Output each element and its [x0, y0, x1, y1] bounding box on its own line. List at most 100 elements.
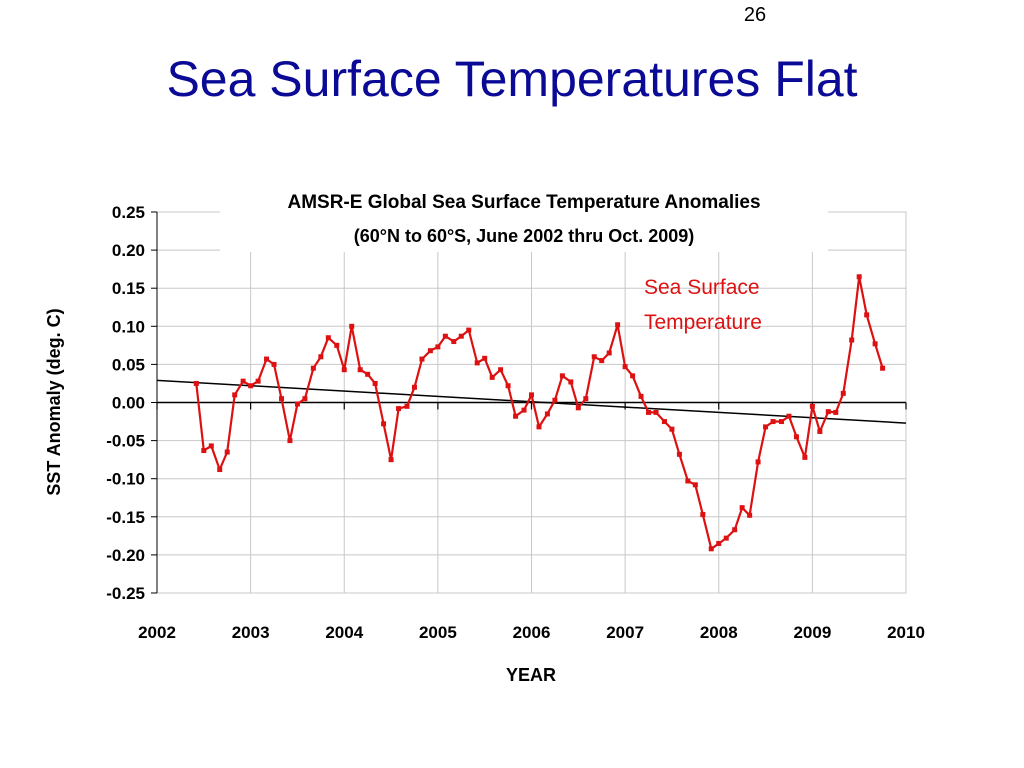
- x-tick-label: 2007: [606, 623, 644, 642]
- x-tick-label: 2008: [700, 623, 738, 642]
- x-tick-label: 2004: [325, 623, 363, 642]
- sst-data-point: [552, 397, 558, 403]
- sst-data-point: [661, 419, 667, 425]
- x-tick-label: 2002: [138, 623, 176, 642]
- x-tick-label: 2003: [232, 623, 270, 642]
- sst-data-point: [232, 392, 238, 398]
- sst-data-point: [310, 365, 316, 371]
- point-layer: [193, 274, 886, 552]
- y-tick-label: -0.10: [106, 470, 145, 489]
- sst-data-point: [498, 367, 504, 373]
- sst-data-point: [201, 448, 207, 454]
- sst-data-point: [739, 505, 745, 511]
- chart-title: AMSR-E Global Sea Surface Temperature An…: [287, 192, 760, 213]
- sst-data-point: [248, 383, 254, 389]
- sst-data-point: [638, 393, 644, 399]
- sst-data-point: [224, 449, 230, 455]
- slide-number: 26: [743, 4, 767, 26]
- x-tick-label: 2010: [887, 623, 925, 642]
- sst-data-point: [396, 406, 402, 412]
- sst-data-point: [193, 380, 199, 386]
- sst-data-point: [653, 409, 659, 415]
- sst-data-point: [474, 360, 480, 366]
- sst-data-point: [334, 342, 340, 348]
- sst-data-point: [825, 409, 831, 415]
- text-layer: AMSR-E Global Sea Surface Temperature An…: [44, 186, 828, 685]
- sst-data-point: [793, 434, 799, 440]
- sst-data-point: [271, 361, 277, 367]
- sst-data-point: [708, 546, 714, 552]
- sst-data-point: [302, 396, 308, 402]
- sst-data-point: [606, 350, 612, 356]
- y-tick-label: 0.10: [112, 317, 145, 336]
- sst-data-point: [747, 512, 753, 518]
- sst-data-point: [318, 354, 324, 360]
- sst-data-point: [802, 454, 808, 460]
- sst-data-point: [505, 383, 511, 389]
- sst-data-point: [630, 373, 636, 379]
- sst-data-point: [536, 424, 542, 430]
- sst-data-point: [466, 327, 472, 333]
- sst-data-point: [770, 419, 776, 425]
- sst-data-point: [622, 364, 628, 370]
- sst-data-point: [442, 333, 448, 339]
- sst-data-point: [341, 367, 347, 373]
- y-tick-label: -0.05: [106, 432, 145, 451]
- sst-data-point: [849, 337, 855, 343]
- y-tick-label: 0.05: [112, 355, 145, 374]
- sst-series-line: [195, 275, 884, 550]
- sst-data-point: [732, 527, 738, 533]
- sst-data-point: [357, 367, 363, 373]
- sst-data-point: [208, 443, 214, 449]
- x-tick-label: 2009: [793, 623, 831, 642]
- annotation-line-2: Temperature: [644, 311, 762, 334]
- sst-data-point: [692, 482, 698, 488]
- sst-data-point: [529, 392, 534, 398]
- sst-data-point: [279, 396, 285, 402]
- sst-data-point: [646, 409, 652, 415]
- sst-data-point: [521, 407, 527, 413]
- annotation-line-1: Sea Surface: [644, 276, 760, 299]
- sst-data-point: [435, 344, 441, 350]
- sst-data-point: [723, 535, 729, 541]
- sst-data-point: [365, 371, 371, 377]
- sst-data-point: [458, 333, 464, 339]
- sst-data-point: [388, 457, 394, 463]
- sst-data-point: [568, 379, 574, 385]
- sst-data-point: [856, 274, 862, 280]
- sst-data-point: [559, 373, 565, 379]
- sst-data-point: [833, 409, 839, 415]
- sst-data-point: [809, 403, 815, 409]
- sst-data-point: [685, 478, 691, 484]
- sst-data-point: [513, 413, 519, 419]
- sst-data-point: [817, 428, 823, 434]
- sst-data-point: [451, 339, 457, 345]
- sst-data-point: [880, 365, 886, 371]
- sst-data-point: [583, 396, 589, 402]
- sst-data-point: [349, 323, 355, 329]
- sst-data-point: [404, 403, 410, 409]
- sst-data-point: [716, 540, 722, 546]
- sst-data-point: [372, 380, 378, 386]
- sst-data-point: [755, 459, 761, 465]
- x-tick-label: 2006: [513, 623, 551, 642]
- x-axis-label: YEAR: [506, 665, 556, 685]
- sst-data-point: [591, 354, 597, 360]
- y-axis-label: SST Anomaly (deg. C): [44, 308, 64, 495]
- sst-data-point: [786, 413, 792, 419]
- sst-data-point: [669, 426, 675, 432]
- sst-data-point: [381, 421, 387, 427]
- sst-data-point: [599, 358, 605, 364]
- sst-data-point: [778, 419, 784, 425]
- y-tick-label: 0.15: [112, 279, 145, 298]
- y-tick-label: 0.00: [112, 394, 145, 413]
- sst-data-point: [419, 356, 425, 362]
- sst-data-point: [411, 384, 417, 390]
- trend-line: [156, 379, 907, 424]
- y-tick-label: -0.20: [106, 546, 145, 565]
- sst-data-point: [489, 374, 495, 380]
- chart-title-background: [220, 186, 828, 252]
- axis-layer: 2002 2003 2004 2005 2006 2007 2008 2009 2010 0.25…: [106, 203, 925, 642]
- sst-data-point: [240, 378, 246, 384]
